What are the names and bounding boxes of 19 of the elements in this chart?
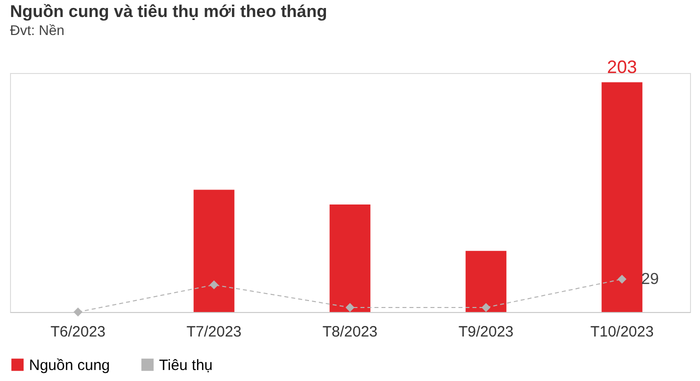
point [618, 274, 626, 284]
chart-title: Nguồn cung và tiêu thụ mới theo tháng [10, 2, 328, 22]
x-tick-label: T7/2023 [186, 324, 242, 340]
chart-subtitle: Đvt: Nền [10, 22, 64, 38]
bar [194, 190, 234, 312]
x-tick-label: T10/2023 [590, 324, 654, 340]
x-tick-label: T8/2023 [322, 324, 378, 340]
point [482, 303, 490, 312]
bar [466, 250, 506, 312]
x-tick-label: T6/2023 [50, 324, 106, 340]
bar [602, 82, 642, 312]
data-label: 203 [606, 57, 638, 78]
x-tick-label: T9/2023 [458, 324, 514, 340]
point [346, 303, 354, 312]
legend-label: Nguồn cung [29, 356, 110, 374]
legend-label: Tiêu thụ [159, 356, 213, 374]
point [210, 280, 218, 290]
bar [330, 204, 370, 312]
point [74, 308, 82, 316]
